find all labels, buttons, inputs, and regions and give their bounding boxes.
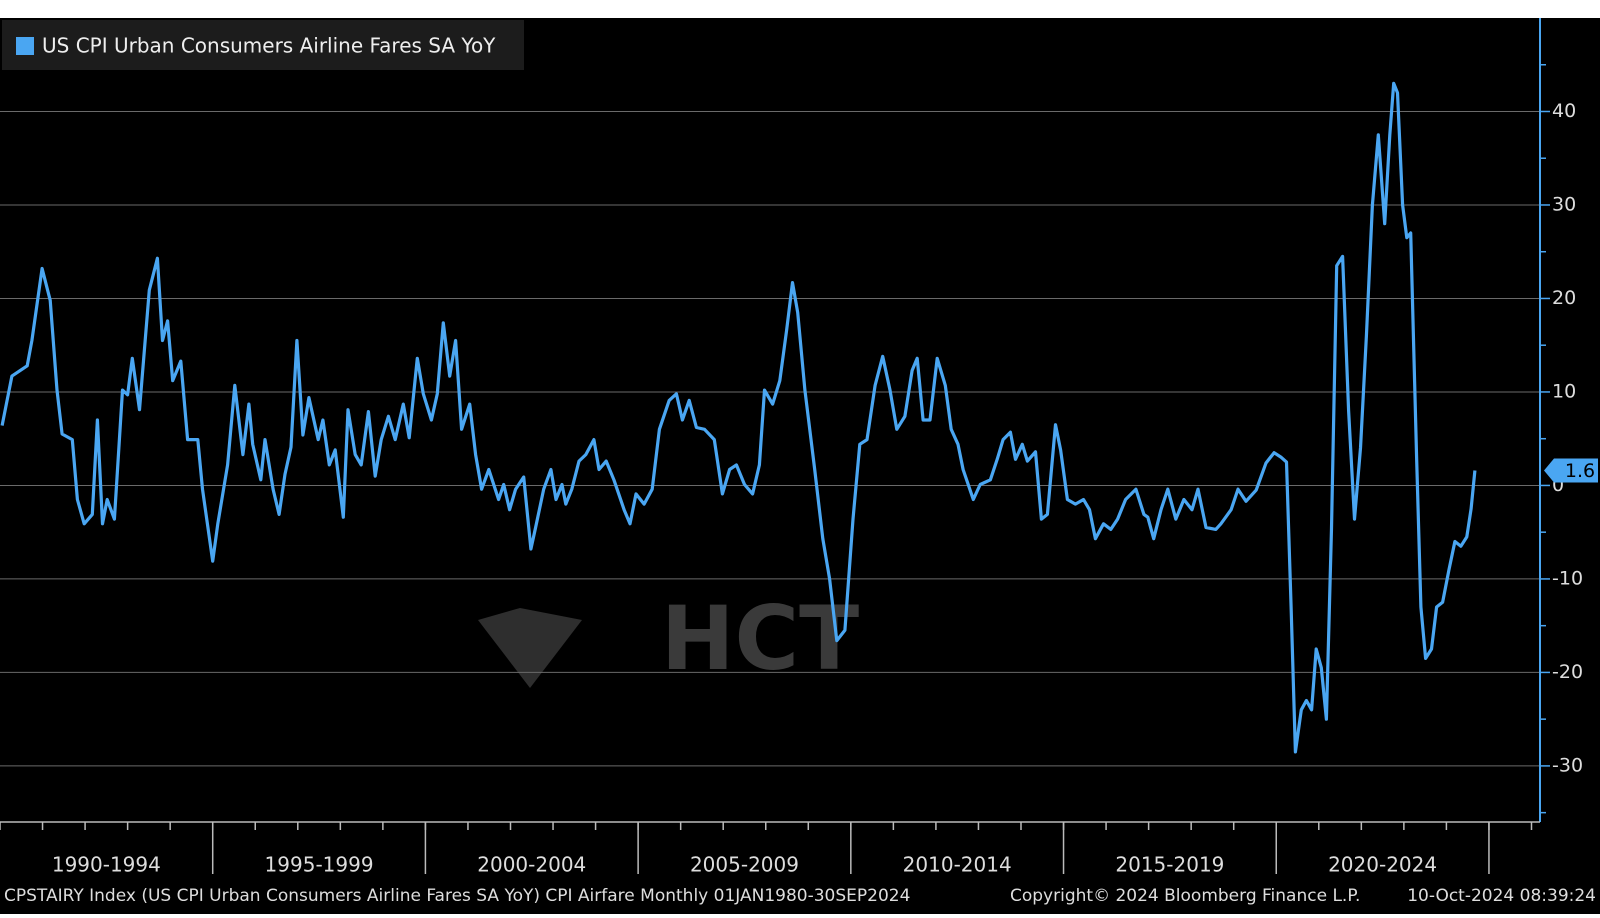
- timestamp: 10-Oct-2024 08:39:24: [1407, 886, 1596, 906]
- source-note: CPSTAIRY Index (US CPI Urban Consumers A…: [4, 886, 910, 906]
- last-value-tag: [1544, 458, 1598, 483]
- series-line: [0, 81, 1477, 754]
- x-tick-label: 2010-2014: [903, 853, 1012, 877]
- y-tick-label: -30: [1552, 754, 1583, 776]
- y-tick-label: 30: [1552, 193, 1576, 215]
- x-tick-label: 2005-2009: [690, 853, 799, 877]
- y-tick-label: 40: [1552, 100, 1576, 122]
- x-tick-label: 2020-2024: [1328, 853, 1437, 877]
- copyright: Copyright© 2024 Bloomberg Finance L.P.: [1010, 886, 1360, 906]
- legend-box: [2, 20, 524, 70]
- last-value-label: 1.6: [1565, 460, 1595, 482]
- x-tick-label: 2015-2019: [1115, 853, 1224, 877]
- x-tick-label: 1995-1999: [265, 853, 374, 877]
- x-tick-label: 2000-2004: [477, 853, 586, 877]
- watermark: HCT: [661, 587, 859, 690]
- y-tick-label: 10: [1552, 380, 1576, 402]
- watermark-logo: [478, 608, 582, 688]
- legend-swatch: [16, 37, 34, 55]
- x-tick-label: 1990-1994: [52, 853, 161, 877]
- y-tick-label: -20: [1552, 661, 1583, 683]
- legend-label: US CPI Urban Consumers Airline Fares SA …: [42, 34, 496, 58]
- y-tick-label: -10: [1552, 567, 1583, 589]
- y-tick-label: 20: [1552, 287, 1576, 309]
